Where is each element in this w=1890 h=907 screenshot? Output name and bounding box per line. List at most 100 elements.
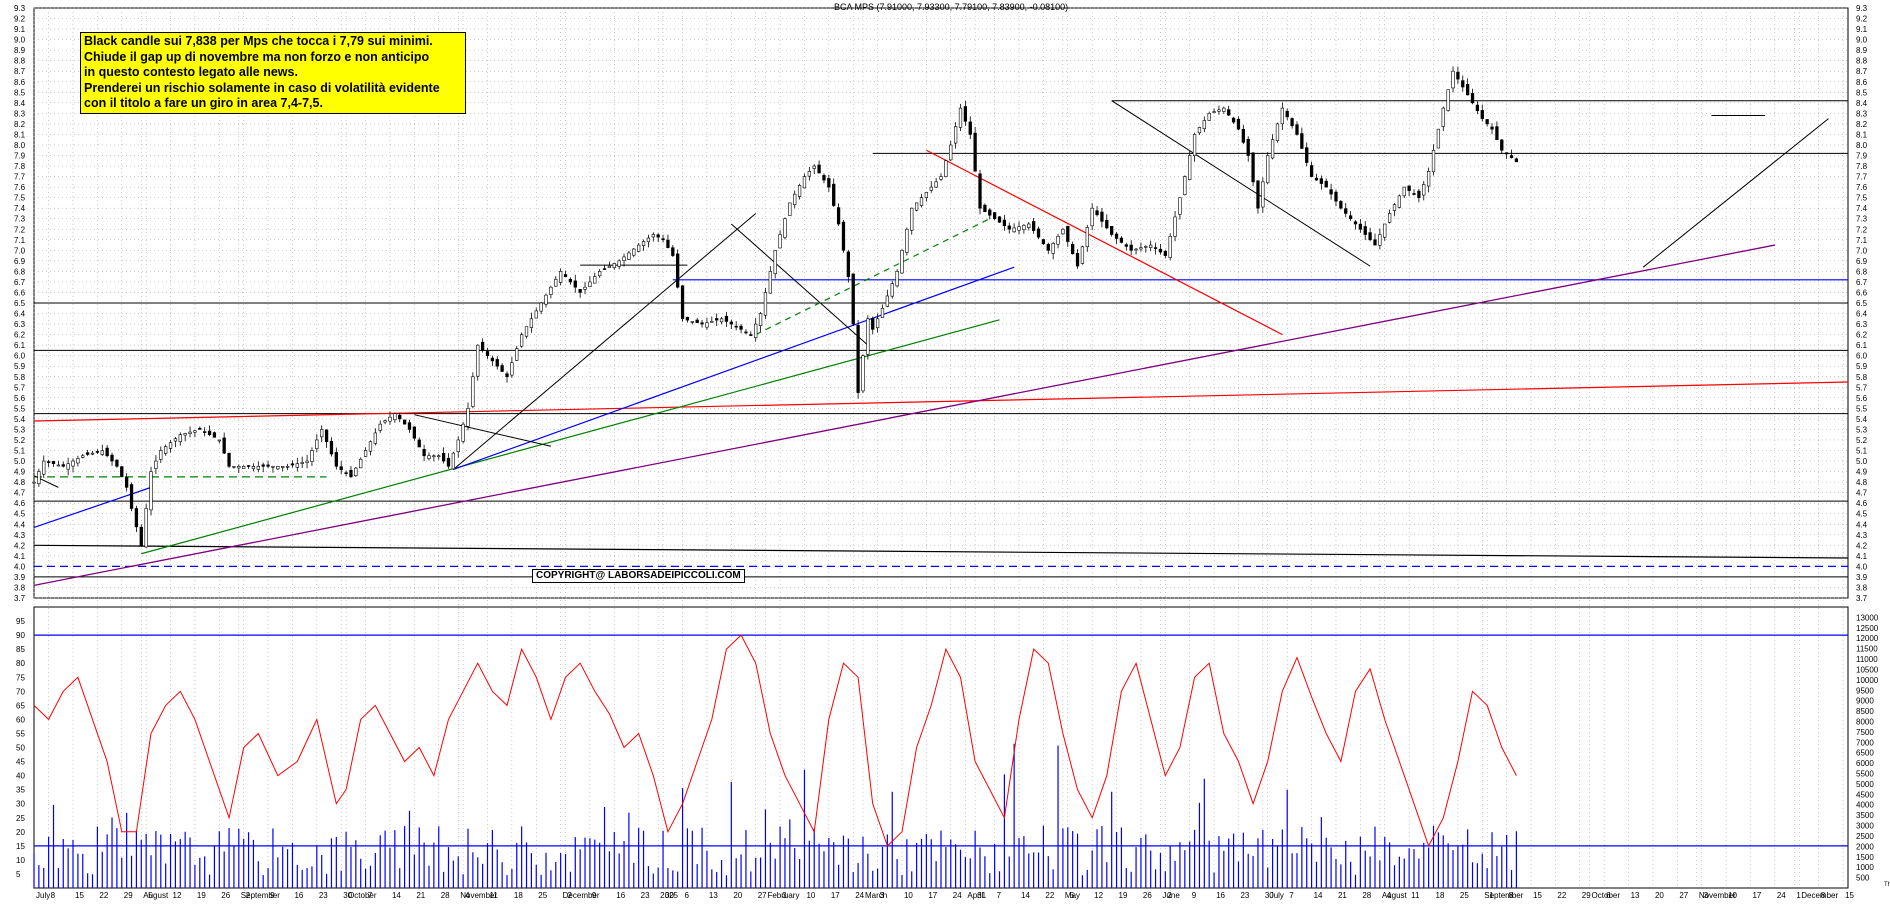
- candle-body: [476, 344, 480, 377]
- candle-body: [856, 324, 860, 393]
- copyright-label: COPYRIGHT@ LABORSADEIPICCOLI.COM: [532, 569, 745, 583]
- price-tick-label-left: 6.0: [14, 352, 26, 361]
- time-tick-label: April: [967, 891, 983, 900]
- candle-body: [168, 442, 173, 449]
- candle-body: [1256, 180, 1260, 209]
- candle-body: [378, 423, 382, 431]
- candle-body: [1061, 228, 1065, 235]
- time-tick-label: March: [865, 891, 887, 900]
- candle-body: [768, 271, 772, 294]
- volume-tick-label: 4000: [1856, 801, 1874, 810]
- candle-body: [1466, 84, 1470, 96]
- time-tick-label: 26: [1143, 891, 1152, 900]
- volume-tick-label: 9000: [1856, 697, 1874, 706]
- time-tick-label: 23: [641, 891, 650, 900]
- time-tick-label: 24: [953, 891, 962, 900]
- candle-body: [500, 365, 504, 372]
- candle-body: [183, 433, 187, 436]
- candle-body: [685, 316, 690, 321]
- price-tick-label-left: 5.9: [14, 362, 26, 371]
- candle-body: [749, 334, 753, 336]
- candle-body: [432, 455, 436, 458]
- price-tick-label-right: 5.6: [1856, 394, 1868, 403]
- oscillator-tick-label: 30: [16, 800, 25, 809]
- candle-body: [744, 331, 748, 334]
- price-tick-label-right: 7.6: [1856, 183, 1868, 192]
- analysis-note: Black candle sui 7,838 per Mps che tocca…: [80, 32, 466, 114]
- price-tick-label-left: 7.7: [14, 173, 26, 182]
- candle-body: [110, 454, 114, 462]
- price-tick-label-left: 9.2: [14, 15, 26, 24]
- candle-body: [1378, 234, 1382, 246]
- price-tick-label-left: 5.8: [14, 373, 26, 382]
- candle-body: [836, 207, 841, 225]
- candle-body: [583, 286, 587, 290]
- candle-body: [758, 313, 763, 326]
- note-line: in questo contesto legato alle news.: [84, 65, 298, 79]
- oscillator-line: [33, 634, 1517, 848]
- time-tick-label: 20: [733, 891, 742, 900]
- candle-body: [1295, 124, 1299, 135]
- candle-body: [417, 439, 421, 448]
- candle-body: [1144, 246, 1148, 248]
- time-tick-label: 8: [1509, 891, 1514, 900]
- candle-body: [578, 289, 582, 293]
- time-tick-label: 3: [782, 891, 787, 900]
- candle-body: [1339, 201, 1343, 209]
- volume-tick-label: 9500: [1856, 686, 1874, 695]
- candle-body: [1012, 227, 1016, 233]
- candle-body: [1075, 253, 1080, 267]
- oscillator-tick-label: 90: [16, 631, 25, 640]
- oscillator-tick-label: 55: [16, 729, 25, 738]
- price-tick-label-left: 6.1: [14, 341, 26, 350]
- price-tick-label-right: 6.1: [1856, 341, 1868, 350]
- candle-body: [1270, 139, 1275, 159]
- candle-body: [1505, 152, 1509, 155]
- time-tick-label: 10: [806, 891, 815, 900]
- time-tick-label: 15: [75, 891, 84, 900]
- time-tick-label: 18: [514, 891, 523, 900]
- candle-body: [1285, 110, 1289, 118]
- time-tick-label: November: [1699, 891, 1736, 900]
- price-tick-label-right: 5.8: [1856, 373, 1868, 382]
- time-tick-label: 10: [904, 891, 913, 900]
- candle-body: [495, 359, 499, 367]
- candle-body: [1368, 232, 1372, 241]
- price-tick-label-left: 5.1: [14, 447, 26, 456]
- volume-tick-label: 10000: [1856, 676, 1879, 685]
- candle-body: [129, 484, 134, 509]
- candle-body: [466, 408, 470, 427]
- candle-body: [1002, 219, 1007, 227]
- price-tick-label-right: 4.9: [1856, 468, 1868, 477]
- time-tick-label: 21: [416, 891, 425, 900]
- candle-body: [1095, 210, 1099, 216]
- candle-body: [1266, 155, 1270, 184]
- price-tick-label-left: 7.4: [14, 204, 26, 213]
- candle-body: [207, 430, 212, 435]
- time-tick-label: 17: [1752, 891, 1761, 900]
- price-tick-label-left: 4.5: [14, 510, 26, 519]
- candle-body: [354, 467, 358, 477]
- candle-body: [1397, 195, 1402, 208]
- candle-body: [1236, 118, 1241, 130]
- candle-body: [1246, 138, 1250, 156]
- candle-body: [617, 260, 621, 267]
- candle-body: [310, 450, 314, 462]
- candle-body: [544, 294, 548, 305]
- candle-body: [329, 441, 334, 455]
- oscillator-tick-label: 85: [16, 645, 25, 654]
- oscillator-tick-label: 50: [16, 744, 25, 753]
- candle-body: [305, 460, 309, 463]
- price-tick-label-left: 4.2: [14, 541, 26, 550]
- time-tick-label: 6: [1606, 891, 1611, 900]
- candle-body: [978, 173, 982, 209]
- volume-tick-label: 8500: [1856, 707, 1874, 716]
- time-tick-label: 16: [294, 891, 303, 900]
- candle-body: [1192, 134, 1197, 156]
- time-tick-label: 4: [465, 891, 470, 900]
- price-tick-label-left: 8.0: [14, 141, 26, 150]
- price-tick-label-left: 6.6: [14, 288, 26, 297]
- candle-body: [1275, 123, 1280, 141]
- price-tick-label-left: 5.3: [14, 425, 26, 434]
